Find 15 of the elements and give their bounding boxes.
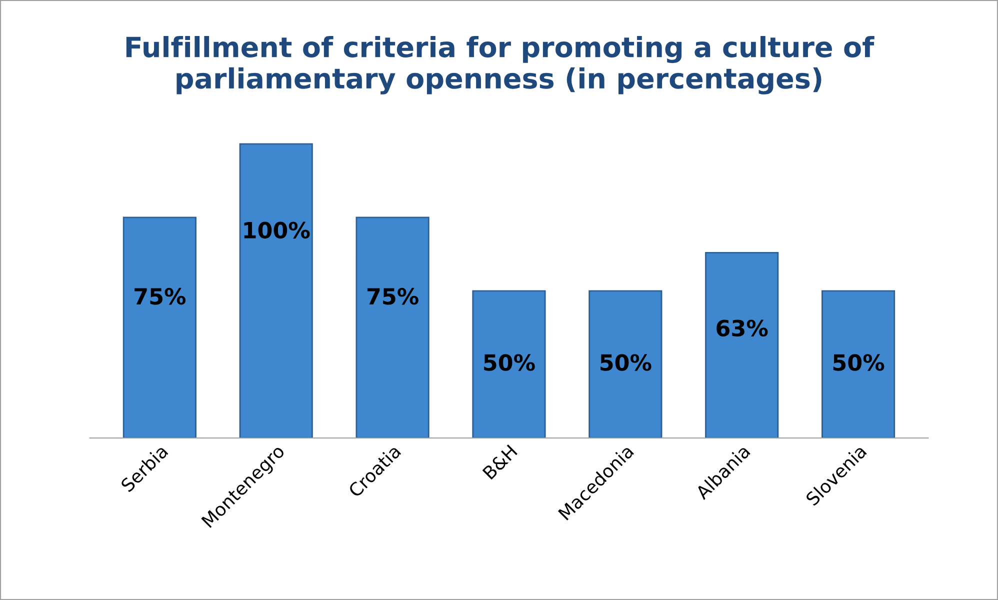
data-label: 50% [600,354,652,371]
chart-title: Fulfillment of criteria for promoting a culture of parliamentary openness (in percentages) [126,36,874,94]
bar [588,290,662,438]
bar [122,216,196,438]
bar [705,252,779,438]
data-label: 50% [484,354,535,371]
data-label: 100% [244,222,310,239]
data-label: 75% [367,288,418,305]
bar [472,290,546,438]
data-label: 63% [716,320,768,337]
bar [356,216,430,438]
bar [239,143,313,438]
data-label: 75% [134,288,186,305]
bar [821,290,896,438]
data-label: 50% [833,354,884,371]
